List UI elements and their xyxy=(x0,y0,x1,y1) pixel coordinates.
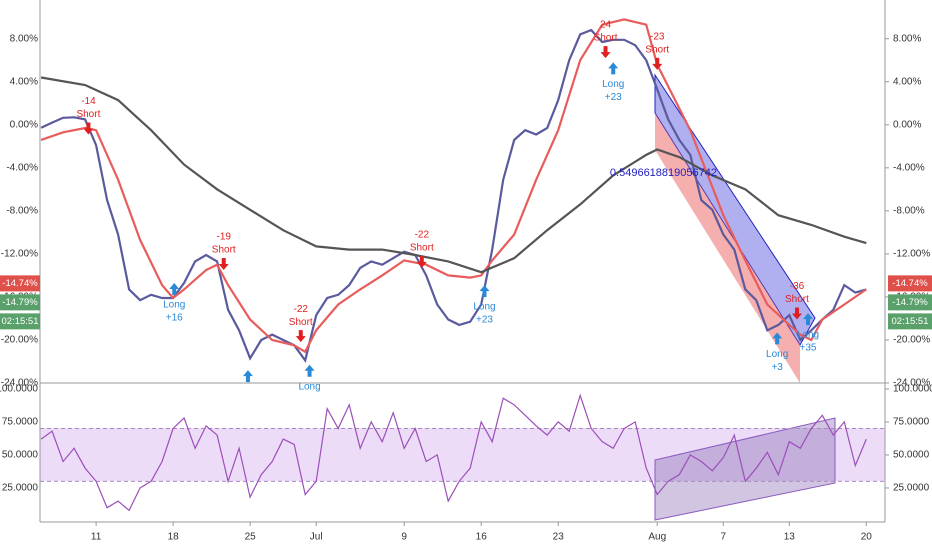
signal-label: +23 xyxy=(476,315,493,326)
price-badge xyxy=(888,275,932,292)
y-tick-label: 8.00% xyxy=(10,33,38,44)
x-tick-label: 11 xyxy=(91,532,102,543)
signal-label: Short xyxy=(410,243,434,254)
y-tick-label: -20.00% xyxy=(893,335,930,346)
x-tick-label: 20 xyxy=(861,532,873,543)
signal-label: Long xyxy=(602,79,624,90)
signal-label: +3 xyxy=(771,362,783,373)
y-tick-label: -12.00% xyxy=(1,249,38,260)
price-badge-label: 02:15:51 xyxy=(892,316,929,327)
signal-label: Short xyxy=(645,45,669,56)
signal-arrow xyxy=(652,57,663,70)
price-badge-label: 02:15:51 xyxy=(2,316,39,327)
y-tick-label: 100.0000 xyxy=(893,384,932,395)
signal-label: Long xyxy=(797,330,819,341)
channel-label: 0.5496618819056742 xyxy=(610,167,717,179)
signal-label: Short xyxy=(289,317,313,328)
signal-label: Short xyxy=(76,109,100,120)
price-badge-label: -14.79% xyxy=(2,297,38,308)
signal-arrow xyxy=(83,122,94,135)
price-badge xyxy=(0,294,40,311)
signal-arrow xyxy=(169,282,180,295)
x-tick-label: 9 xyxy=(401,532,407,543)
price-badge-label: -14.74% xyxy=(892,278,928,289)
signal-arrow xyxy=(608,62,619,75)
x-tick-label: 23 xyxy=(553,532,565,543)
y-tick-label: 50.0000 xyxy=(2,450,39,461)
series-line xyxy=(40,393,867,512)
y-tick-label: 4.00% xyxy=(893,76,921,87)
price-badge-label: -14.79% xyxy=(892,297,928,308)
price-badge xyxy=(888,294,932,311)
price-badge-label: -14.74% xyxy=(2,278,38,289)
price-badge xyxy=(888,313,932,330)
signal-arrow xyxy=(416,255,427,268)
y-tick-label: -8.00% xyxy=(6,206,38,217)
y-tick-label: 50.0000 xyxy=(893,450,930,461)
x-tick-label: 18 xyxy=(168,532,180,543)
rsi-band xyxy=(40,428,885,481)
signal-label: +35 xyxy=(799,343,816,354)
signal-label: Long xyxy=(298,381,320,392)
y-tick-label: 0.00% xyxy=(10,119,38,130)
signal-arrow xyxy=(600,46,611,59)
signal-arrow xyxy=(802,313,813,326)
signal-arrow xyxy=(295,330,306,343)
series-line xyxy=(40,76,867,274)
x-tick-label: Jul xyxy=(310,532,323,543)
y-tick-label: -8.00% xyxy=(893,206,925,217)
signal-arrow xyxy=(791,307,802,320)
channel-lower xyxy=(655,113,800,383)
series-line xyxy=(40,28,867,363)
signal-label: Short xyxy=(594,33,618,44)
signal-label: Long xyxy=(766,349,788,360)
y-tick-label: -24.00% xyxy=(893,378,930,389)
signal-label: -36 xyxy=(790,281,805,292)
signal-label: +23 xyxy=(605,92,622,103)
series-line xyxy=(40,18,867,354)
y-tick-label: -4.00% xyxy=(893,162,925,173)
y-tick-label: 25.0000 xyxy=(2,483,39,494)
rsi-channel xyxy=(654,417,836,521)
x-tick-label: Aug xyxy=(648,532,666,543)
signal-label: 24 xyxy=(600,20,612,31)
signal-arrow xyxy=(242,370,253,383)
y-tick-label: -24.00% xyxy=(1,378,38,389)
x-tick-label: 13 xyxy=(784,532,796,543)
signal-arrow xyxy=(218,258,229,271)
signal-arrow xyxy=(479,285,490,298)
price-badge xyxy=(0,275,40,292)
signal-arrow xyxy=(772,332,783,345)
signal-label: +16 xyxy=(166,313,183,324)
signal-label: -23 xyxy=(650,32,665,43)
y-tick-label: -12.00% xyxy=(893,249,930,260)
signal-label: Long xyxy=(163,300,185,311)
y-tick-label: 8.00% xyxy=(893,33,921,44)
signal-label: -22 xyxy=(294,304,309,315)
signal-label: -22 xyxy=(415,230,430,241)
y-tick-label: -20.00% xyxy=(1,335,38,346)
y-tick-label: 75.0000 xyxy=(2,417,39,428)
y-tick-label: 0.00% xyxy=(893,119,921,130)
y-tick-label: 100.0000 xyxy=(0,384,38,395)
signal-label: Long xyxy=(473,302,495,313)
x-tick-label: 7 xyxy=(720,532,726,543)
signal-label: Short xyxy=(212,245,236,256)
x-tick-label: 16 xyxy=(476,532,488,543)
price-badge xyxy=(0,313,40,330)
signal-label: -19 xyxy=(217,232,232,243)
y-tick-label: 25.0000 xyxy=(893,483,930,494)
y-tick-label: -4.00% xyxy=(6,162,38,173)
signal-label: Short xyxy=(785,294,809,305)
y-tick-label: 4.00% xyxy=(10,76,38,87)
y-tick-label: 75.0000 xyxy=(893,417,930,428)
x-tick-label: 25 xyxy=(245,532,257,543)
signal-arrow xyxy=(304,364,315,377)
signal-label: -14 xyxy=(81,96,96,107)
